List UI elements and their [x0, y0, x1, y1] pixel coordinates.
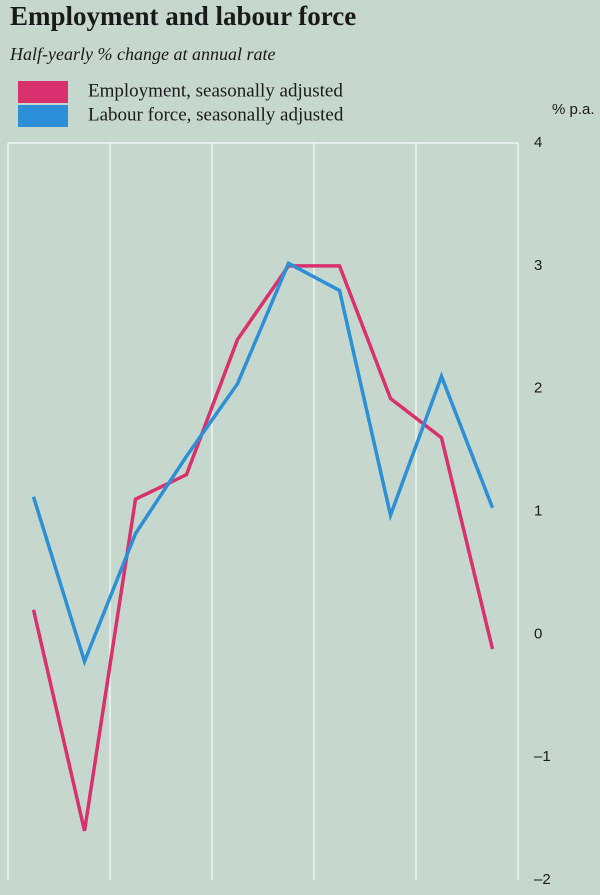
legend-label: Labour force, seasonally adjusted	[88, 104, 344, 125]
y-tick-label: 3	[534, 257, 542, 274]
series-line	[31, 264, 495, 832]
chart-subtitle: Half-yearly % change at annual rate	[9, 44, 275, 64]
legend-label: Employment, seasonally adjusted	[88, 80, 343, 101]
y-axis-label: % p.a.	[552, 101, 595, 118]
chart-title: Employment and labour force	[10, 1, 356, 31]
y-tick-label: 2	[534, 380, 542, 397]
y-tick-label: –2	[534, 871, 551, 888]
legend-swatch	[18, 81, 68, 103]
legend-swatch	[18, 105, 68, 127]
series-line	[31, 260, 495, 667]
y-tick-label: 4	[534, 134, 542, 151]
y-tick-label: 0	[534, 625, 542, 642]
y-tick-label: 1	[534, 502, 542, 519]
y-tick-label: –1	[534, 748, 551, 765]
